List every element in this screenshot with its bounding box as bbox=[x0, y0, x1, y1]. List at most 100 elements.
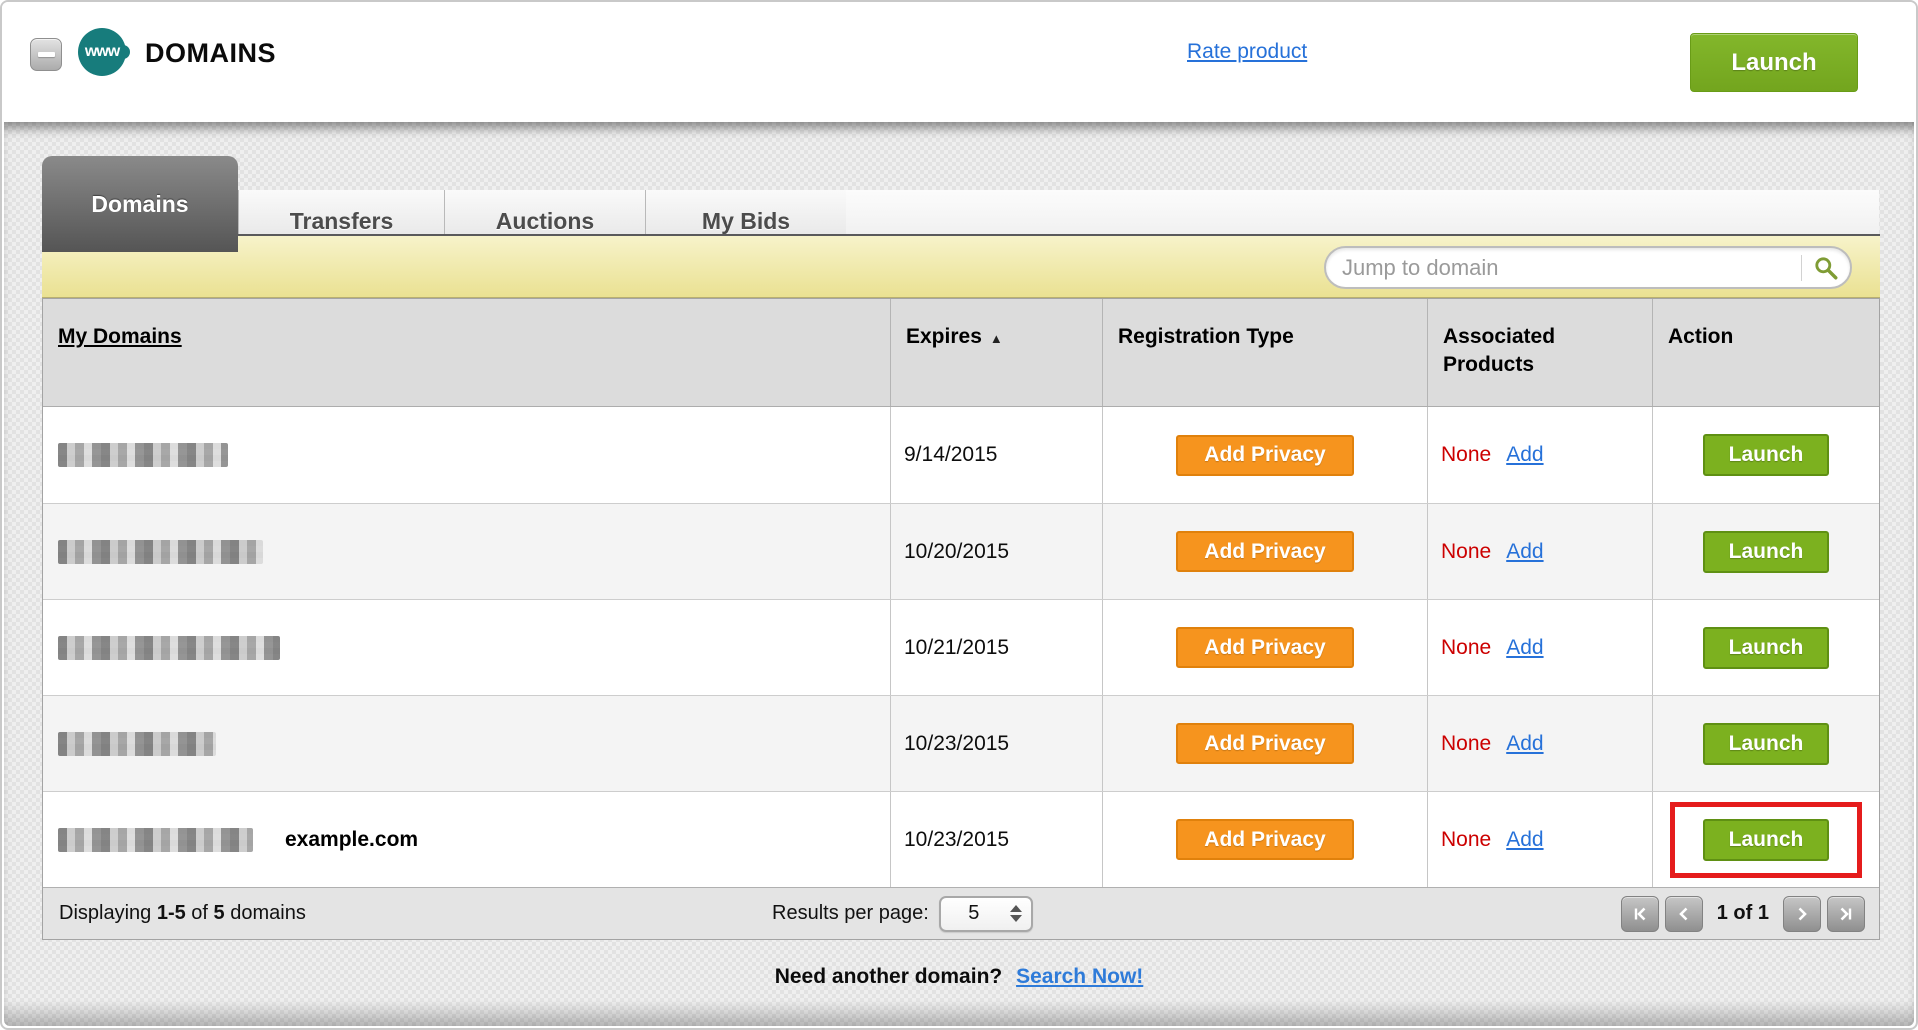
column-header-my-domains[interactable]: My Domains bbox=[43, 299, 890, 406]
results-per-page-label: Results per page: bbox=[772, 902, 929, 924]
registration-type-cell: Add Privacy bbox=[1102, 792, 1427, 887]
rate-product-link[interactable]: Rate product bbox=[1187, 40, 1308, 63]
header-launch-button[interactable]: Launch bbox=[1690, 33, 1858, 92]
domain-cell bbox=[43, 407, 890, 503]
redacted-domain-name bbox=[58, 539, 263, 564]
header-bar: www DOMAINS Rate product Launch bbox=[2, 2, 1916, 122]
domain-cell bbox=[43, 696, 890, 791]
registration-type-cell: Add Privacy bbox=[1102, 696, 1427, 791]
add-privacy-button[interactable]: Add Privacy bbox=[1176, 434, 1354, 476]
first-page-icon bbox=[1634, 907, 1646, 920]
associated-status: None bbox=[1441, 731, 1492, 755]
bottom-shadow bbox=[4, 1000, 1914, 1026]
search-icon bbox=[1815, 256, 1838, 279]
table-header-row: My Domains Expires ▲ Registration Type Assoc… bbox=[43, 299, 1879, 407]
add-product-link[interactable]: Add bbox=[1506, 539, 1544, 563]
table-footer: Displaying 1-5 of 5 domains Results per … bbox=[43, 887, 1879, 939]
table-row: 9/14/2015 Add Privacy None Add Launch bbox=[43, 407, 1879, 503]
need-domain-text: Need another domain? bbox=[774, 965, 1003, 988]
add-privacy-button[interactable]: Add Privacy bbox=[1176, 531, 1354, 572]
redacted-domain-name bbox=[58, 731, 216, 756]
displaying-count: Displaying 1-5 of 5 domains bbox=[59, 902, 306, 924]
row-launch-button[interactable]: Launch bbox=[1703, 722, 1829, 765]
domain-cell bbox=[43, 600, 890, 695]
results-per-page: Results per page: 5 bbox=[772, 888, 1033, 939]
table-row: 10/21/2015 Add Privacy None Add Launch bbox=[43, 599, 1879, 695]
row-launch-button[interactable]: Launch bbox=[1703, 530, 1829, 573]
registration-type-cell: Add Privacy bbox=[1102, 504, 1427, 599]
column-label: Registration Type bbox=[1118, 325, 1294, 348]
table-row: example.com 10/23/2015 Add Privacy None Add L… bbox=[43, 791, 1879, 887]
first-page-button[interactable] bbox=[1620, 895, 1659, 932]
collapse-button[interactable] bbox=[30, 38, 62, 71]
last-page-icon bbox=[1840, 907, 1852, 920]
results-per-page-value: 5 bbox=[968, 902, 980, 924]
row-launch-button[interactable]: Launch bbox=[1703, 626, 1829, 669]
expires-cell: 10/23/2015 bbox=[890, 696, 1102, 791]
row-launch-button[interactable]: Launch bbox=[1703, 818, 1829, 861]
jump-to-domain-search[interactable] bbox=[1324, 246, 1852, 289]
tab-domains[interactable]: Domains bbox=[42, 156, 238, 252]
associated-status: None bbox=[1441, 827, 1492, 851]
column-header-expires[interactable]: Expires ▲ bbox=[890, 299, 1102, 406]
add-product-link[interactable]: Add bbox=[1506, 443, 1544, 466]
redacted-domain-name bbox=[58, 827, 253, 852]
last-page-button[interactable] bbox=[1827, 895, 1865, 932]
minus-icon bbox=[37, 52, 55, 57]
search-divider bbox=[1801, 254, 1802, 281]
associated-status: None bbox=[1441, 539, 1492, 563]
expires-cell: 10/23/2015 bbox=[890, 792, 1102, 887]
next-page-icon bbox=[1798, 907, 1807, 920]
action-cell: Launch bbox=[1652, 407, 1879, 503]
column-header-action: Action bbox=[1652, 299, 1879, 406]
filter-bar bbox=[42, 234, 1880, 298]
sort-asc-icon: ▲ bbox=[989, 331, 1003, 346]
select-stepper-icon bbox=[1007, 905, 1031, 922]
expires-cell: 9/14/2015 bbox=[890, 407, 1102, 503]
row-launch-button[interactable]: Launch bbox=[1703, 434, 1829, 476]
add-product-link[interactable]: Add bbox=[1506, 731, 1544, 755]
domain-cell: example.com bbox=[43, 792, 890, 887]
annotation-highlight-box: Launch bbox=[1670, 801, 1862, 878]
add-privacy-button[interactable]: Add Privacy bbox=[1176, 723, 1354, 764]
column-header-associated-products: Associated Products bbox=[1427, 299, 1652, 406]
previous-page-icon bbox=[1678, 907, 1688, 920]
registration-type-cell: Add Privacy bbox=[1102, 407, 1427, 503]
search-input[interactable] bbox=[1326, 248, 1801, 287]
domains-product-icon: www bbox=[78, 28, 130, 76]
associated-status: None bbox=[1441, 635, 1492, 659]
need-domain-prompt: Need another domain? Search Now! bbox=[4, 965, 1914, 989]
column-label: Expires bbox=[906, 325, 982, 348]
previous-page-button[interactable] bbox=[1664, 895, 1703, 932]
redacted-domain-name bbox=[58, 635, 280, 660]
next-page-button[interactable] bbox=[1783, 895, 1821, 932]
add-product-link[interactable]: Add bbox=[1506, 827, 1544, 851]
pagination: 1 of 1 bbox=[1620, 888, 1865, 939]
domains-table-panel: My Domains Expires ▲ Registration Type Assoc… bbox=[42, 298, 1880, 940]
add-privacy-button[interactable]: Add Privacy bbox=[1176, 819, 1354, 860]
associated-products-cell: None Add bbox=[1427, 792, 1652, 887]
results-per-page-select[interactable]: 5 bbox=[938, 895, 1033, 932]
associated-status: None bbox=[1441, 443, 1492, 466]
redacted-domain-name bbox=[58, 443, 228, 467]
www-icon-label: www bbox=[84, 43, 120, 60]
action-cell: Launch bbox=[1652, 696, 1879, 791]
action-cell: Launch bbox=[1652, 504, 1879, 599]
search-now-link[interactable]: Search Now! bbox=[1016, 965, 1144, 988]
page-status: 1 of 1 bbox=[1716, 902, 1769, 924]
registration-type-cell: Add Privacy bbox=[1102, 600, 1427, 695]
associated-products-cell: None Add bbox=[1427, 600, 1652, 695]
search-button[interactable] bbox=[1802, 255, 1850, 281]
associated-products-cell: None Add bbox=[1427, 504, 1652, 599]
action-cell: Launch bbox=[1652, 600, 1879, 695]
add-product-link[interactable]: Add bbox=[1506, 635, 1544, 659]
column-label: Action bbox=[1668, 325, 1734, 348]
expires-cell: 10/20/2015 bbox=[890, 504, 1102, 599]
action-cell: Launch bbox=[1652, 792, 1879, 887]
column-label: Associated Products bbox=[1443, 325, 1556, 377]
table-row: 10/20/2015 Add Privacy None Add Launch bbox=[43, 503, 1879, 599]
add-privacy-button[interactable]: Add Privacy bbox=[1176, 627, 1354, 668]
column-header-registration-type: Registration Type bbox=[1102, 299, 1427, 406]
